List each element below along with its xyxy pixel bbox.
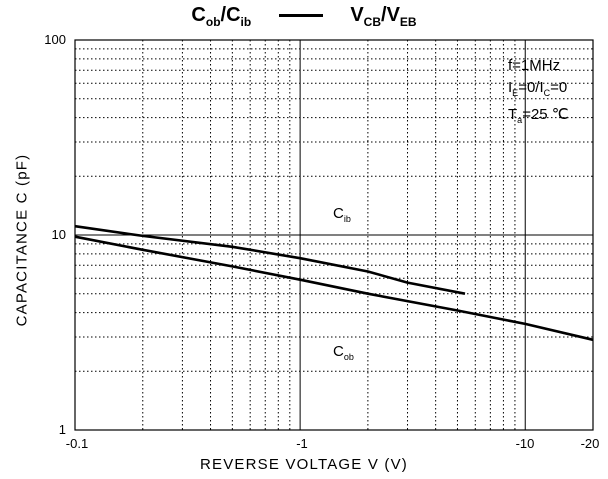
legend-line-icon (278, 14, 323, 18)
series-group (74, 224, 594, 342)
condition-current: IE=0/IC=0 (508, 79, 568, 98)
y-tick-label: 10 (51, 227, 66, 242)
condition-temperature: Ta=25 ℃ (508, 106, 569, 125)
grid (74, 39, 594, 431)
x-axis-label: REVERSE VOLTAGE V (V) (199, 456, 409, 473)
condition-frequency: f=1MHz (508, 57, 561, 74)
y-tick-label: 1 (58, 422, 66, 437)
series-line-cob (74, 235, 594, 342)
chart-title: Cob/Cib VCB/VEB (191, 4, 417, 29)
x-tick-label: -10 (515, 436, 535, 451)
x-tick-label: -0.1 (65, 436, 89, 451)
test-conditions: f=1MHz IE=0/IC=0 Ta=25 ℃ (508, 55, 569, 131)
series-line-cib (74, 224, 466, 295)
x-tick-label: -1 (296, 436, 308, 451)
x-tick-label: -20 (580, 436, 600, 451)
cob-curve-label: Cob (333, 343, 354, 362)
cib-curve-label: Cib (333, 205, 351, 224)
y-tick-label: 100 (44, 32, 66, 47)
